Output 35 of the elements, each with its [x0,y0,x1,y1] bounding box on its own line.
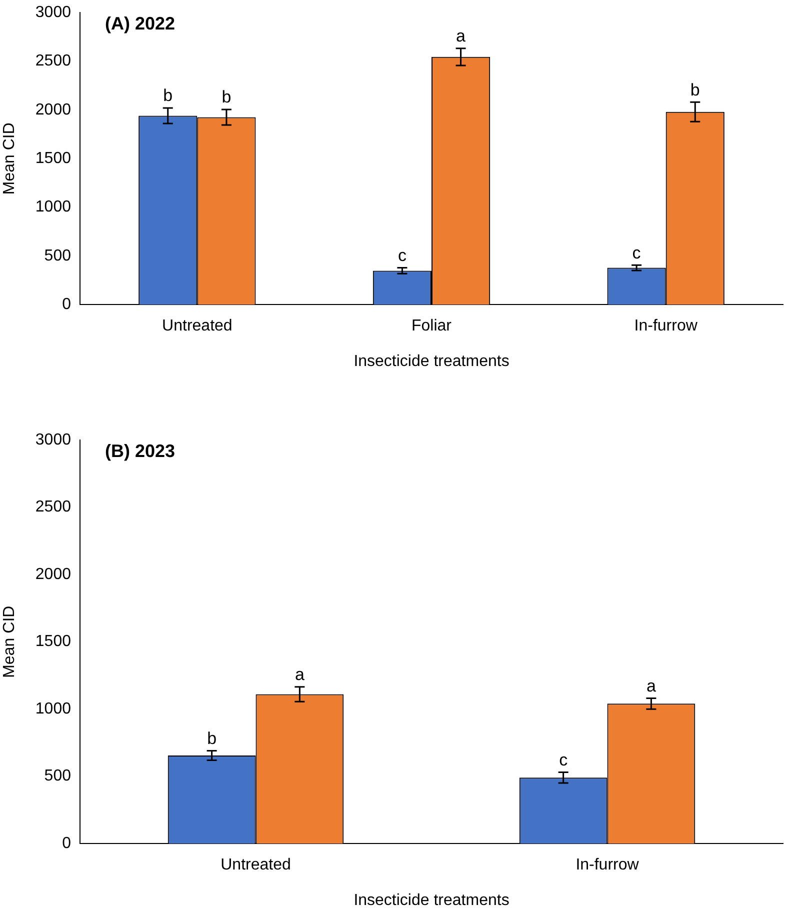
data-label: b [207,728,217,748]
data-label: a [456,26,466,46]
chart-title: (B) 2023 [105,440,176,461]
y-tick-label: 3000 [35,4,72,22]
y-tick-label: 1000 [35,700,72,718]
x-axis-title: Insecticide treatments [354,352,510,370]
y-tick-label: 0 [62,296,72,314]
x-tick-label: Foliar [411,318,452,335]
y-tick-label: 2500 [35,498,72,516]
y-tick-label: 2500 [35,52,72,70]
data-label: b [690,80,700,100]
x-tick-label: In-furrow [634,318,698,335]
x-axis-title: Insecticide treatments [354,892,510,909]
data-label: a [294,665,305,684]
data-label: b [222,88,232,107]
data-label: b [163,86,173,106]
chart-title: (A) 2022 [105,14,176,34]
y-tick-label: 1000 [35,198,72,216]
y-tick-label: 500 [44,768,72,785]
x-tick-label: Untreated [220,856,291,874]
y-tick-label: 2000 [35,101,72,118]
y-tick-label: 0 [62,835,72,852]
y-tick-label: 2000 [35,566,72,583]
y-axis-title: Mean CID [1,606,18,678]
data-label: c [632,243,642,262]
x-tick-label: Untreated [162,318,232,335]
x-tick-label: In-furrow [576,856,640,874]
y-tick-label: 3000 [35,431,72,448]
y-axis-title: Mean CID [1,122,18,195]
y-tick-label: 1500 [35,150,72,168]
data-label: a [646,676,656,696]
y-tick-label: 500 [44,247,72,264]
data-label: c [559,750,568,770]
y-tick-label: 1500 [35,633,72,650]
data-label: c [398,246,407,265]
